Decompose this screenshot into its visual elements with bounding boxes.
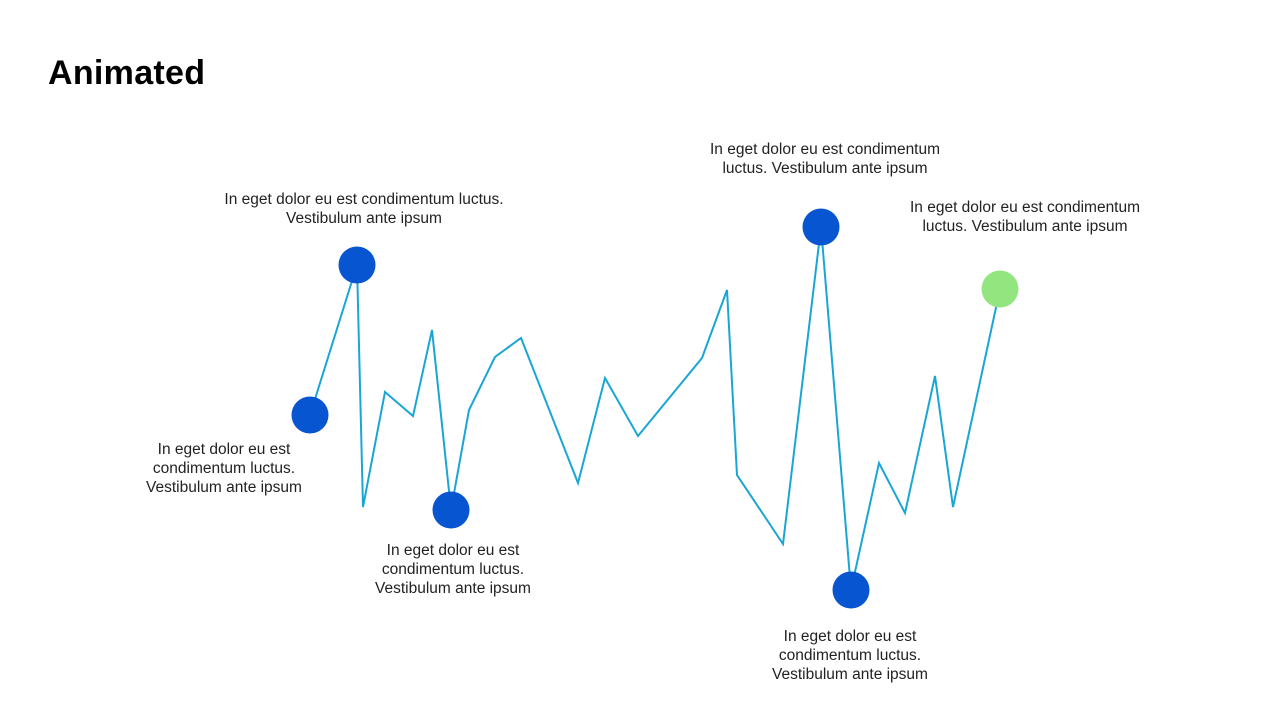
- annotation-text-4: In eget dolor eu est condimentum luctus.…: [709, 141, 941, 177]
- annotation-text-6: In eget dolor eu est condimentum luctus.…: [909, 199, 1141, 235]
- marker-5: [832, 571, 870, 609]
- marker-4: [802, 208, 840, 246]
- annotation-text-5: In eget dolor eu est condimentum luctus.…: [772, 628, 928, 683]
- zigzag-line: [309, 226, 1001, 591]
- marker-6-highlight: [981, 270, 1019, 308]
- marker-2: [291, 396, 329, 434]
- annotation-text-1: In eget dolor eu est condimentum luctus.…: [224, 191, 504, 227]
- annotation-text-2: In eget dolor eu est condimentum luctus.…: [146, 441, 302, 496]
- annotation-text-3: In eget dolor eu est condimentum luctus.…: [375, 542, 531, 597]
- page-title: Animated: [48, 54, 206, 92]
- marker-3: [432, 491, 470, 529]
- marker-1: [338, 246, 376, 284]
